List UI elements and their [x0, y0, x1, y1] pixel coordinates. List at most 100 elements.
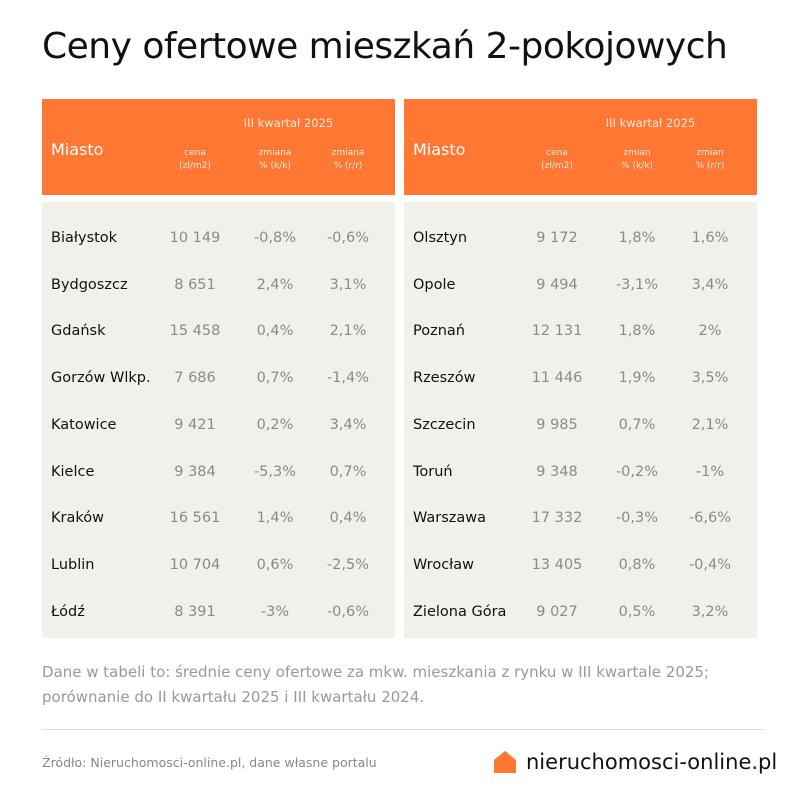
header-label: zmiana [258, 148, 292, 158]
change-qq: 1,4% [256, 510, 294, 527]
change-yy: -0,6% [326, 603, 370, 620]
city-name: Rzeszów [413, 370, 476, 387]
footnote: Dane w tabeli to: średnie ceny ofertowe … [42, 663, 710, 706]
change-yy: 3,4% [691, 276, 729, 293]
header-unit: % (r/r) [695, 161, 725, 171]
change-yy: 2,1% [329, 323, 367, 340]
table-row: Gdańsk 15 458 0,4% 2,1% [42, 319, 395, 343]
change-qq: -5,3% [253, 463, 297, 480]
header-col2: zmian % (k/k) [597, 147, 677, 173]
city-name: Łódź [51, 603, 85, 620]
divider [42, 729, 764, 730]
price-value: 15 458 [169, 323, 221, 340]
change-qq: 1,8% [618, 323, 656, 340]
price-value: 9 985 [536, 416, 578, 433]
price-value: 9 027 [536, 603, 578, 620]
city-name: Szczecin [413, 416, 476, 433]
table-row: Olsztyn 9 172 1,8% 1,6% [404, 226, 757, 250]
change-qq: 1,8% [618, 230, 656, 246]
table-row: Zielona Góra 9 027 0,5% 3,2% [404, 600, 757, 624]
price-value: 9 384 [174, 463, 216, 480]
table-row: Warszawa 17 332 -0,3% -6,6% [404, 506, 757, 530]
header-label: cena [546, 148, 568, 158]
header-col2: zmiana % (k/k) [235, 147, 315, 173]
header-label: zmian [696, 148, 724, 158]
header-label: zmiana [331, 148, 365, 158]
table-row: Białystok 10 149 -0,8% -0,6% [42, 226, 395, 250]
change-qq: 0,7% [618, 416, 656, 433]
change-yy: 3,1% [329, 276, 367, 293]
city-name: Bydgoszcz [51, 276, 128, 293]
change-qq: 0,8% [618, 556, 656, 573]
price-value: 9 348 [536, 463, 578, 480]
price-value: 9 421 [174, 416, 216, 433]
table-row: Wrocław 13 405 0,8% -0,4% [404, 553, 757, 577]
change-yy: -0,4% [688, 556, 732, 573]
change-yy: 1,6% [691, 230, 729, 246]
table-row: Bydgoszcz 8 651 2,4% 3,1% [42, 273, 395, 297]
change-qq: -0,8% [253, 230, 297, 246]
table-row: Poznań 12 131 1,8% 2% [404, 319, 757, 343]
change-qq: 0,6% [256, 556, 294, 573]
city-name: Opole [413, 276, 456, 293]
city-name: Warszawa [413, 510, 487, 527]
change-yy: 2,1% [691, 416, 729, 433]
table-header: Miasto III kwartał 2025 cena (zł/m2) zmian… [42, 99, 395, 195]
city-name: Białystok [51, 230, 118, 246]
price-value: 12 131 [531, 323, 583, 340]
header-city: Miasto [51, 140, 104, 159]
price-value: 9 494 [536, 276, 578, 293]
table-row: Opole 9 494 -3,1% 3,4% [404, 273, 757, 297]
change-qq: 0,5% [618, 603, 656, 620]
change-yy: -0,6% [326, 230, 370, 246]
change-yy: 3,4% [329, 416, 367, 433]
city-name: Lublin [51, 556, 95, 573]
header-quarter: III kwartał 2025 [243, 116, 334, 130]
header-unit: % (k/k) [621, 161, 653, 171]
logo-text: nieruchomosci-online.pl [526, 750, 778, 774]
change-qq: -3,1% [615, 276, 659, 293]
table-row: Toruń 9 348 -0,2% -1% [404, 460, 757, 484]
price-value: 13 405 [531, 556, 583, 573]
table-row: Kielce 9 384 -5,3% 0,7% [42, 460, 395, 484]
change-yy: 3,5% [691, 370, 729, 387]
header-unit: % (k/k) [259, 161, 291, 171]
change-yy: -1,4% [326, 370, 370, 387]
change-yy: -2,5% [326, 556, 370, 573]
page-title: Ceny ofertowe mieszkań 2-pokojowych [42, 26, 728, 67]
table-row: Łódź 8 391 -3% -0,6% [42, 600, 395, 624]
city-name: Wrocław [413, 556, 475, 573]
change-qq: 1,9% [618, 370, 656, 387]
price-value: 17 332 [531, 510, 583, 527]
price-value: 7 686 [174, 370, 216, 387]
price-value: 10 704 [169, 556, 221, 573]
header-col3: zmian % (r/r) [670, 147, 750, 173]
city-name: Olsztyn [413, 230, 468, 246]
table-row: Lublin 10 704 0,6% -2,5% [42, 553, 395, 577]
header-col1: cena (zł/m2) [155, 147, 235, 173]
city-name: Kraków [51, 510, 104, 527]
table-row: Kraków 16 561 1,4% 0,4% [42, 506, 395, 530]
table-body: Białystok 10 149 -0,8% -0,6% Bydgoszcz 8… [42, 202, 395, 638]
city-name: Gorzów Wlkp. [51, 370, 151, 387]
change-qq: -0,3% [615, 510, 659, 527]
header-col1: cena (zł/m2) [517, 147, 597, 173]
city-name: Zielona Góra [413, 603, 507, 620]
price-value: 16 561 [169, 510, 221, 527]
table-row: Rzeszów 11 446 1,9% 3,5% [404, 366, 757, 390]
header-unit: (zł/m2) [541, 161, 573, 171]
change-qq: -0,2% [615, 463, 659, 480]
price-value: 8 391 [174, 603, 216, 620]
price-table: Miasto III kwartał 2025 cena (zł/m2) zmian… [404, 99, 757, 638]
city-name: Gdańsk [51, 323, 106, 340]
table-row: Szczecin 9 985 0,7% 2,1% [404, 413, 757, 437]
header-unit: (zł/m2) [179, 161, 211, 171]
table-row: Katowice 9 421 0,2% 3,4% [42, 413, 395, 437]
brand-logo: nieruchomosci-online.pl [494, 750, 777, 774]
table-body: Olsztyn 9 172 1,8% 1,6% Opole 9 494 -3,1… [404, 202, 757, 638]
change-qq: -3% [260, 603, 290, 620]
price-value: 9 172 [536, 230, 578, 246]
city-name: Poznań [413, 323, 465, 340]
table-header: Miasto III kwartał 2025 cena (zł/m2) zmian… [404, 99, 757, 195]
price-value: 11 446 [531, 370, 583, 387]
